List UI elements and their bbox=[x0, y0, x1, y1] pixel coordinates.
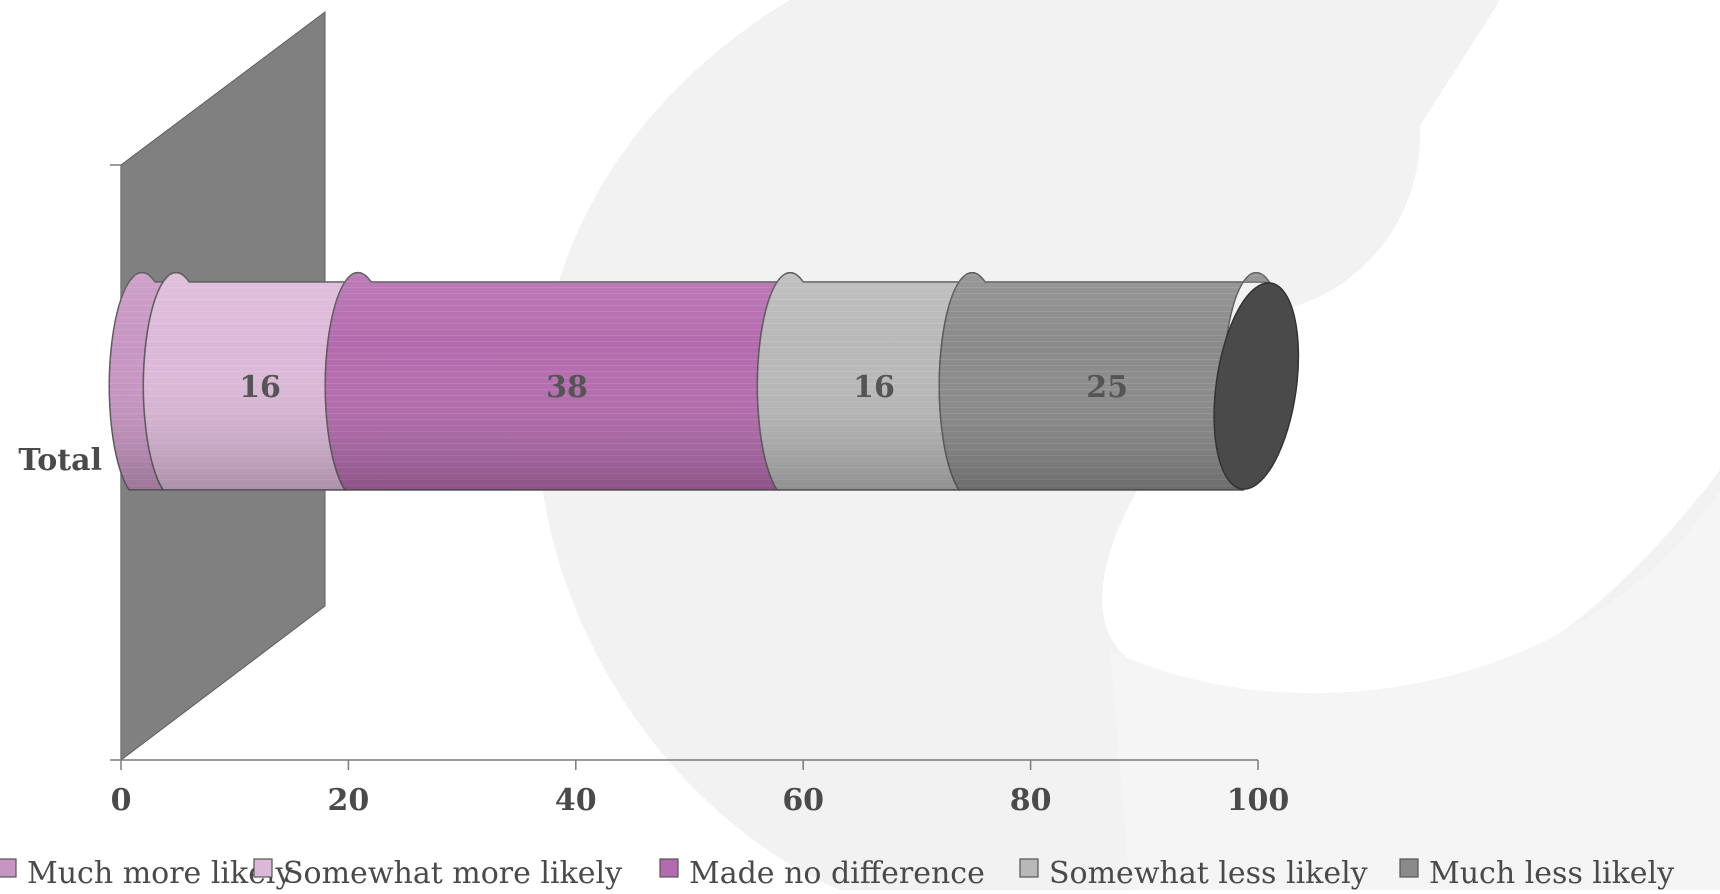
x-tick-label: 100 bbox=[1227, 783, 1290, 818]
bar-segment-shading bbox=[143, 272, 372, 490]
x-tick-label: 80 bbox=[1010, 783, 1052, 818]
legend-item: Much more likely bbox=[0, 856, 293, 891]
data-label: 16 bbox=[853, 370, 895, 405]
legend-label: Somewhat less likely bbox=[1049, 856, 1368, 890]
x-tick-label: 0 bbox=[111, 783, 132, 818]
bar-segment-shading bbox=[325, 272, 804, 490]
data-label: 16 bbox=[239, 370, 281, 405]
legend-item: Made no difference bbox=[659, 856, 985, 891]
bar-series: 316381625 bbox=[108, 271, 1300, 491]
legend-swatch bbox=[659, 858, 679, 878]
data-label: 25 bbox=[1086, 370, 1128, 405]
x-tick-label: 20 bbox=[328, 783, 370, 818]
bar-segment-shading bbox=[109, 272, 190, 490]
legend-swatch bbox=[0, 858, 17, 878]
bar-segment-shading bbox=[939, 272, 1270, 490]
legend-swatch bbox=[253, 858, 273, 878]
x-tick-label: 60 bbox=[782, 783, 824, 818]
x-axis-ticks: 0 20 40 60 80 100 bbox=[111, 760, 1290, 818]
legend-label: Somewhat more likely bbox=[283, 856, 622, 890]
legend-item: Somewhat more likely bbox=[253, 856, 622, 891]
data-label: 38 bbox=[546, 370, 588, 405]
legend-label: Made no difference bbox=[689, 856, 985, 890]
bar-segment-shading bbox=[757, 272, 986, 490]
cylinder-end-cap bbox=[1213, 282, 1300, 490]
legend-item: Somewhat less likely bbox=[1019, 856, 1368, 891]
legend-swatch bbox=[1019, 858, 1039, 878]
legend-swatch bbox=[1399, 858, 1419, 878]
legend-label: Much less likely bbox=[1429, 856, 1674, 890]
legend-label: Much more likely bbox=[27, 856, 293, 890]
category-label: Total bbox=[18, 443, 102, 478]
legend-item: Much less likely bbox=[1399, 856, 1674, 891]
x-tick-label: 40 bbox=[555, 783, 597, 818]
